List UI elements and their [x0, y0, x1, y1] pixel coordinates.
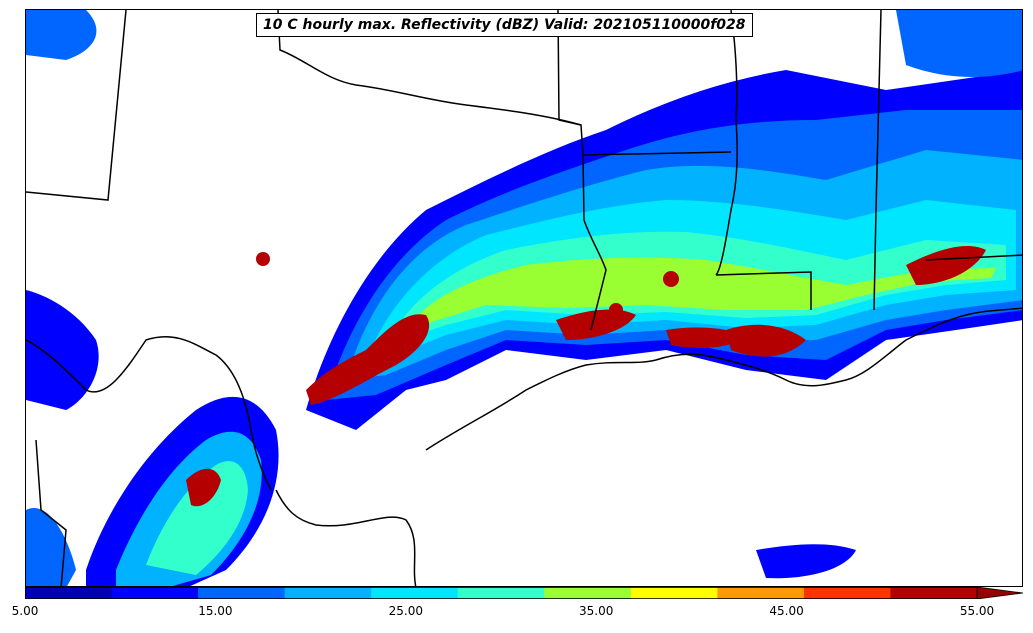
colorbar-segment [803, 587, 891, 599]
colorbar-tick-label: 15.00 [198, 604, 233, 618]
map-title: 10 C hourly max. Reflectivity (dBZ) Vali… [256, 13, 753, 37]
colorbar-outline [25, 587, 978, 599]
colorbar-segment [111, 587, 199, 599]
map-boundaries [26, 10, 1022, 586]
colorbar-tick-label: 45.00 [769, 604, 804, 618]
colorbar-segment [198, 587, 286, 599]
colorbar-segment [371, 587, 459, 599]
colorbar-tick-label: 35.00 [579, 604, 614, 618]
map-frame [25, 9, 1023, 587]
reflectivity-field [26, 10, 1022, 586]
colorbar-segment [284, 587, 372, 599]
colorbar [25, 587, 1023, 599]
colorbar-segment [890, 587, 978, 599]
colorbar-segment [630, 587, 718, 599]
colorbar-tick-label: 5.00 [11, 604, 39, 618]
reflectivity-map [26, 10, 1022, 586]
colorbar-tick-label: 25.00 [388, 604, 423, 618]
colorbar-extend-arrow [976, 587, 1023, 599]
colorbar-segment [717, 587, 805, 599]
colorbar-segment [457, 587, 545, 599]
colorbar-tick-label: 55.00 [959, 604, 995, 618]
colorbar-segment [25, 587, 113, 599]
colorbar-segment [544, 587, 632, 599]
